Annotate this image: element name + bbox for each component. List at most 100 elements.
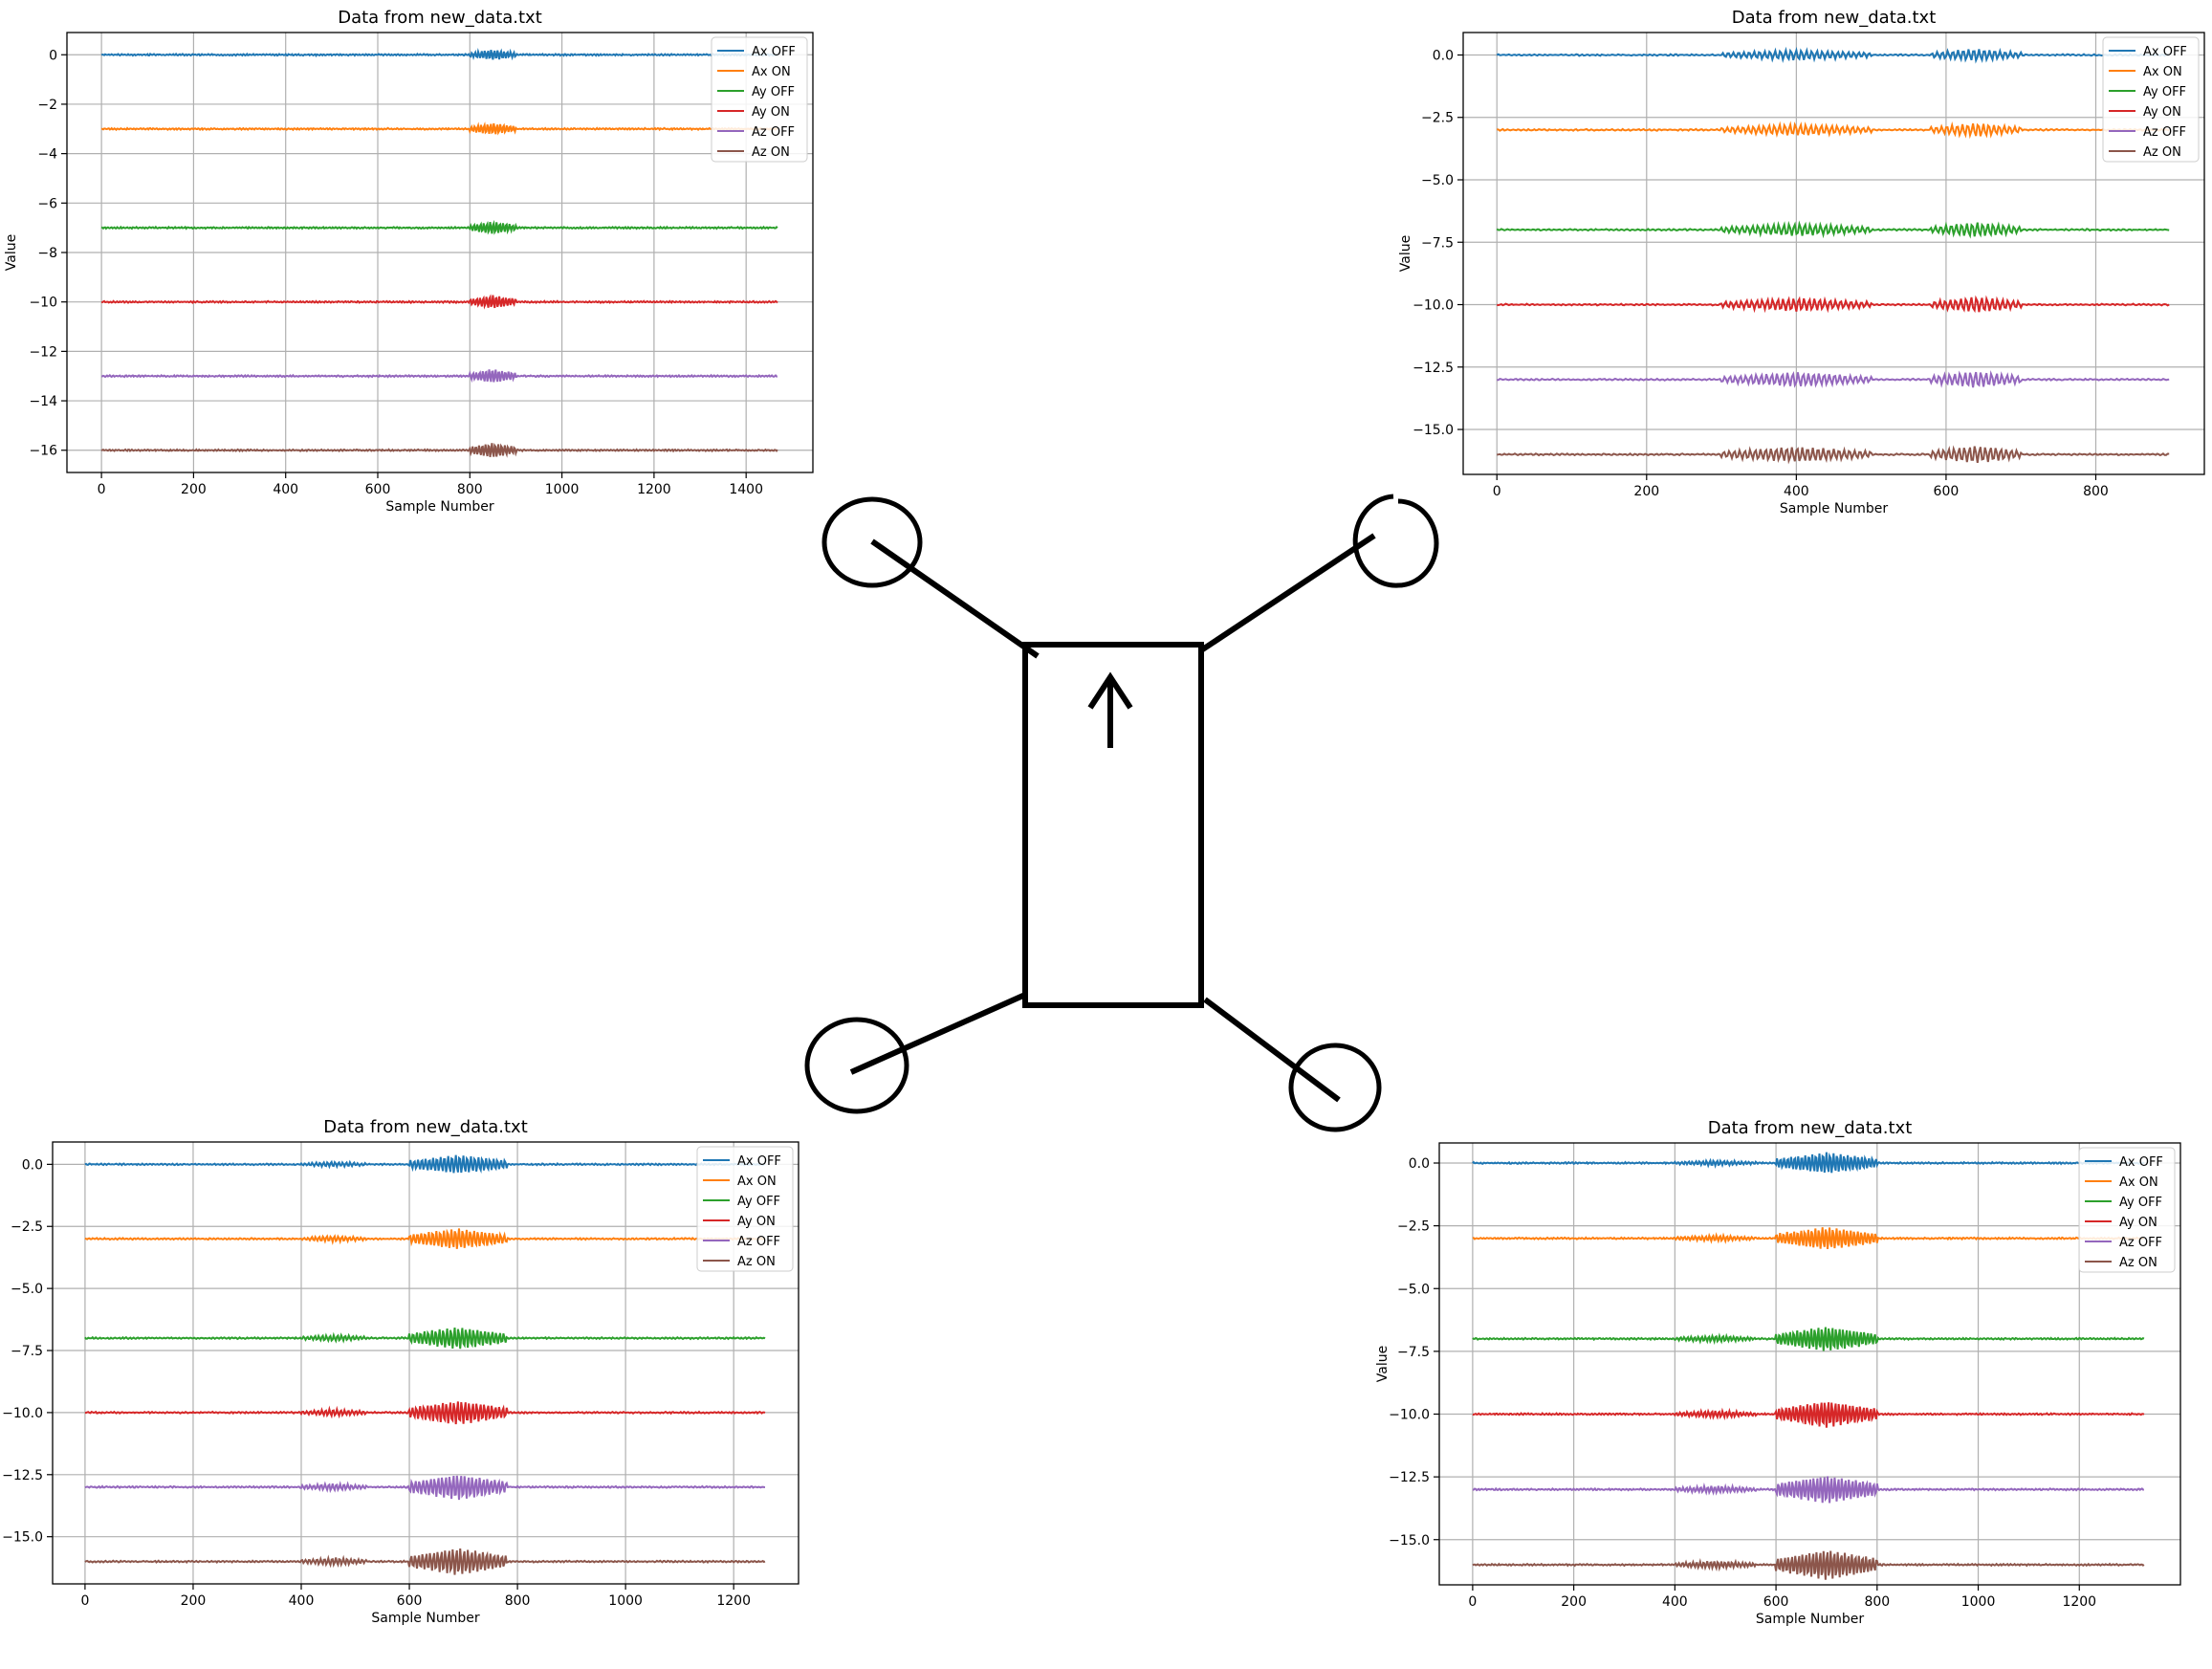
- series-line-ax-on: [100, 121, 778, 136]
- y-tick-label: −10.0: [1413, 298, 1454, 314]
- x-tick-label: 600: [1763, 1594, 1789, 1610]
- series-line-az-on: [1497, 445, 2170, 465]
- x-tick-label: 400: [1662, 1594, 1688, 1610]
- series-line-az-on: [1472, 1550, 2145, 1580]
- legend-label: Az ON: [2119, 1256, 2157, 1270]
- chart-title: Data from new_data.txt: [323, 1117, 528, 1137]
- legend-label: Ay OFF: [2143, 85, 2186, 99]
- series-lines: [1472, 1152, 2145, 1580]
- x-axis-label: Sample Number: [371, 1611, 479, 1626]
- y-tick-label: −7.5: [1421, 235, 1454, 251]
- x-tick-label: 1000: [1961, 1594, 1996, 1610]
- x-tick-label: 0: [1468, 1594, 1477, 1610]
- series-line-az-on: [100, 443, 778, 458]
- legend-label: Ay OFF: [2119, 1196, 2162, 1210]
- y-tick-label: −12: [29, 344, 57, 360]
- legend-label: Ax ON: [752, 65, 791, 79]
- x-tick-label: 600: [365, 482, 391, 497]
- legend-label: Ax OFF: [752, 45, 796, 59]
- series-line-ax-on: [84, 1228, 766, 1249]
- x-tick-label: 1200: [716, 1593, 751, 1609]
- y-tick-label: −10.0: [1389, 1408, 1430, 1423]
- series-line-ay-on: [101, 294, 778, 310]
- legend-label: Az OFF: [2143, 125, 2186, 140]
- y-tick-label: −16: [29, 444, 57, 459]
- series-line-az-off: [1472, 1476, 2144, 1504]
- series-line-az-off: [1497, 369, 2170, 388]
- y-tick-label: −6: [37, 196, 57, 211]
- axes-frame: [1462, 32, 2205, 475]
- x-tick-label: 200: [181, 482, 207, 497]
- x-tick-label: 400: [289, 1593, 315, 1609]
- rotor-rear-right: [1288, 1043, 1382, 1132]
- x-tick-label: 1000: [608, 1593, 643, 1609]
- rotor-front-right: [1352, 494, 1439, 588]
- y-axis-label: Value: [4, 234, 19, 271]
- x-axis-label: Sample Number: [385, 499, 493, 515]
- y-tick-label: −15.0: [2, 1530, 43, 1546]
- x-tick-label: 1000: [545, 482, 580, 497]
- legend-label: Ax ON: [2143, 65, 2182, 79]
- y-tick-label: 0.0: [22, 1157, 43, 1173]
- series-line-ay-off: [84, 1327, 766, 1350]
- drone-arm-rear-left: [849, 992, 1027, 1075]
- y-tick-label: −5.0: [1397, 1282, 1430, 1297]
- chart-title: Data from new_data.txt: [1708, 1118, 1913, 1138]
- legend-label: Ay ON: [737, 1215, 776, 1229]
- y-tick-label: 0.0: [1409, 1156, 1430, 1172]
- drone-arm-front-right: [1199, 533, 1376, 653]
- chart-panel-bottom-right: Data from new_data.txt 0 200 400 600 800 1000 1…: [1375, 1109, 2209, 1631]
- y-axis-label: Value: [1398, 235, 1413, 272]
- x-axis-ticks: 0 200 400 600 800 1000 1200 1400: [98, 472, 763, 497]
- chart-legend: Ax OFF Ax ON Ay OFF Ay ON Az OFF Az ON: [711, 36, 808, 163]
- y-axis-ticks: 0 −2 −4 −6 −8 −10 −12 −14 −16: [29, 48, 67, 459]
- legend-label: Az ON: [752, 145, 790, 160]
- y-tick-label: −12.5: [1389, 1470, 1430, 1485]
- series-line-ay-off: [1472, 1327, 2145, 1351]
- x-tick-label: 800: [1864, 1594, 1890, 1610]
- chart-svg: Data from new_data.txt 0 200 400 600 800 1000 1…: [2, 1117, 799, 1626]
- series-lines: [1496, 46, 2170, 465]
- drone-body: [1022, 642, 1204, 1008]
- legend-label: Ax OFF: [737, 1154, 781, 1169]
- series-lines: [100, 48, 778, 458]
- y-axis-ticks: 0.0 −2.5 −5.0 −7.5 −10.0 −12.5 −15.0: [1413, 48, 1463, 438]
- x-axis-ticks: 0 200 400 600 800 1000 1200: [80, 1584, 751, 1609]
- y-tick-label: 0: [49, 48, 57, 63]
- series-line-ax-on: [1472, 1227, 2145, 1250]
- x-tick-label: 0: [1493, 484, 1501, 499]
- legend-label: Az OFF: [737, 1235, 780, 1249]
- y-tick-label: −12.5: [2, 1468, 43, 1483]
- y-tick-label: −10.0: [2, 1406, 43, 1421]
- rotor-front-left: [821, 496, 923, 588]
- legend-label: Az OFF: [2119, 1236, 2162, 1250]
- series-line-az-off: [84, 1475, 766, 1501]
- series-line-ax-off: [1472, 1152, 2145, 1174]
- y-axis-ticks: 0.0 −2.5 −5.0 −7.5 −10.0 −12.5 −15.0: [1389, 1156, 1439, 1548]
- y-tick-label: −5.0: [1421, 173, 1454, 188]
- axes-frame: [1438, 1142, 2181, 1586]
- chart-svg: Data from new_data.txt 0 200 400 600 800 0.0 −2…: [1398, 8, 2205, 516]
- series-line-ax-off: [84, 1154, 766, 1174]
- y-tick-label: −15.0: [1389, 1533, 1430, 1548]
- drone-arm-front-left: [870, 538, 1040, 659]
- chart-panel-top-right: Data from new_data.txt 0 200 400 600 800 0.0 −2…: [1387, 0, 2209, 521]
- x-axis-label: Sample Number: [1756, 1612, 1864, 1627]
- series-line-ay-off: [1496, 220, 2170, 239]
- x-tick-label: 200: [1561, 1594, 1587, 1610]
- x-axis-ticks: 0 200 400 600 800 1000 1200: [1468, 1585, 2096, 1610]
- legend-label: Ay ON: [2143, 105, 2181, 120]
- series-line-ay-on: [1496, 295, 2170, 314]
- x-tick-label: 400: [273, 482, 298, 497]
- chart-title: Data from new_data.txt: [338, 8, 542, 28]
- x-tick-label: 1200: [637, 482, 671, 497]
- y-tick-label: −15.0: [1413, 423, 1454, 438]
- x-axis-ticks: 0 200 400 600 800: [1493, 474, 2109, 499]
- legend-label: Ay ON: [752, 105, 790, 120]
- y-tick-label: −5.0: [11, 1282, 43, 1297]
- legend-label: Ax ON: [737, 1175, 777, 1189]
- x-tick-label: 600: [397, 1593, 423, 1609]
- legend-label: Az ON: [737, 1255, 776, 1269]
- drone-arm-rear-right: [1203, 997, 1341, 1103]
